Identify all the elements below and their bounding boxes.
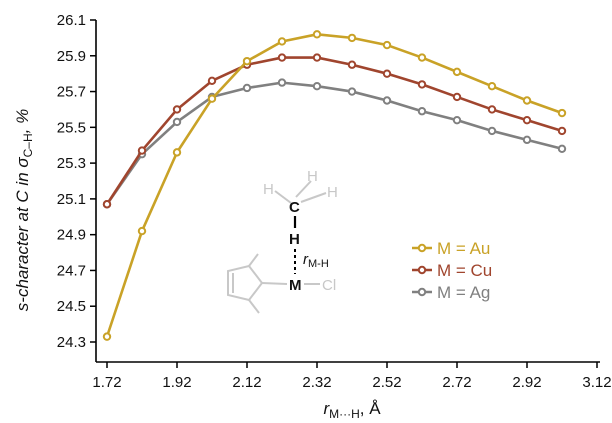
legend-marker-mag — [417, 287, 427, 297]
legend-label-mau: M = Au — [437, 239, 490, 258]
molecule-r-label: rM-H — [303, 251, 329, 270]
data-point-mau — [487, 81, 497, 91]
y-tick-label: 24.3 — [57, 334, 86, 351]
data-point-mcu — [312, 53, 322, 62]
x-tick-label: 1.92 — [162, 374, 191, 391]
data-point-mcu — [487, 105, 497, 114]
series-line-mcu — [105, 56, 563, 205]
molecule-h-right: H — [327, 184, 338, 201]
y-tick-label: 24.5 — [57, 298, 86, 315]
y-tick-label: 25.3 — [57, 155, 86, 172]
data-point-mcu — [522, 115, 532, 125]
series-line-mag — [105, 81, 563, 206]
bond-c-h-left — [274, 190, 292, 204]
series-line-mau — [105, 33, 563, 338]
data-point-mcu — [347, 60, 357, 69]
data-point-mau — [557, 108, 567, 118]
data-point-mag — [347, 87, 357, 96]
x-tick-label: 2.52 — [372, 374, 401, 391]
molecule-h-top: H — [307, 168, 318, 185]
data-point-mag — [452, 115, 462, 125]
data-point-mcu — [207, 76, 217, 86]
n-methyl-top — [248, 253, 259, 267]
data-point-mau — [382, 40, 392, 50]
y-tick-label: 25.7 — [57, 84, 86, 101]
y-tick-label: 24.9 — [57, 227, 86, 244]
molecule-h-left: H — [263, 181, 274, 198]
data-point-mau — [312, 30, 322, 39]
data-point-mag — [382, 96, 392, 105]
series-mau — [102, 30, 567, 341]
bond-carbene-m — [261, 282, 288, 285]
x-tick-label: 3.12 — [582, 374, 611, 391]
molecule-inset: H H H C H rM-H M Cl — [227, 168, 338, 314]
data-point-mcu — [417, 80, 427, 89]
x-tick-label: 2.72 — [442, 374, 471, 391]
data-point-mcu — [102, 200, 112, 209]
data-point-mau — [452, 67, 462, 77]
molecule-h-bridge: H — [289, 231, 300, 248]
x-tick-label: 1.72 — [92, 374, 121, 391]
y-tick-label: 25.9 — [57, 48, 86, 65]
data-point-mau — [207, 94, 217, 103]
data-point-mau — [242, 56, 252, 66]
molecule-cl: Cl — [322, 277, 336, 294]
y-tick-label: 25.5 — [57, 119, 86, 136]
nhc-ring — [227, 264, 264, 302]
data-point-mcu — [277, 53, 287, 62]
data-point-mag — [522, 135, 532, 145]
data-point-mau — [522, 96, 532, 105]
data-point-mag — [487, 126, 497, 136]
data-point-mcu — [172, 105, 182, 114]
data-point-mag — [312, 81, 322, 91]
x-tick-label: 2.92 — [512, 374, 541, 391]
data-point-mag — [557, 144, 567, 154]
n-methyl-bottom — [248, 299, 260, 314]
y-tick-label: 26.1 — [57, 12, 86, 29]
data-point-mau — [172, 148, 182, 157]
series-mcu — [102, 53, 567, 209]
data-point-mau — [347, 33, 357, 43]
legend: M = Au M = Cu M = Ag — [412, 239, 492, 302]
legend-label-mag: M = Ag — [437, 283, 490, 302]
legend-label-mcu: M = Cu — [437, 261, 492, 280]
data-point-mcu — [452, 92, 462, 102]
data-point-mag — [242, 83, 252, 93]
data-point-mau — [277, 37, 287, 46]
bond-c-h-top — [295, 180, 312, 198]
data-point-mau — [137, 226, 147, 236]
data-point-mag — [417, 107, 427, 116]
data-point-mcu — [382, 69, 392, 78]
molecule-c: C — [289, 199, 300, 216]
data-point-mau — [417, 53, 427, 62]
y-tick-label: 25.1 — [57, 191, 86, 208]
legend-marker-mcu — [417, 265, 427, 275]
data-point-mag — [172, 117, 182, 127]
x-axis-title: rM···H, Å — [323, 399, 381, 421]
x-tick-label: 2.32 — [302, 374, 331, 391]
data-point-mag — [277, 78, 287, 87]
data-point-mcu — [137, 146, 147, 155]
data-point-mau — [102, 332, 112, 341]
y-tick-label: 24.7 — [57, 262, 86, 279]
molecule-m: M — [289, 277, 302, 294]
legend-marker-mau — [417, 243, 427, 253]
x-tick-label: 2.12 — [232, 374, 261, 391]
data-point-mcu — [557, 126, 567, 136]
y-axis-title: s-character at C in σC–H, % — [13, 109, 35, 311]
bond-c-h-right — [300, 192, 327, 203]
